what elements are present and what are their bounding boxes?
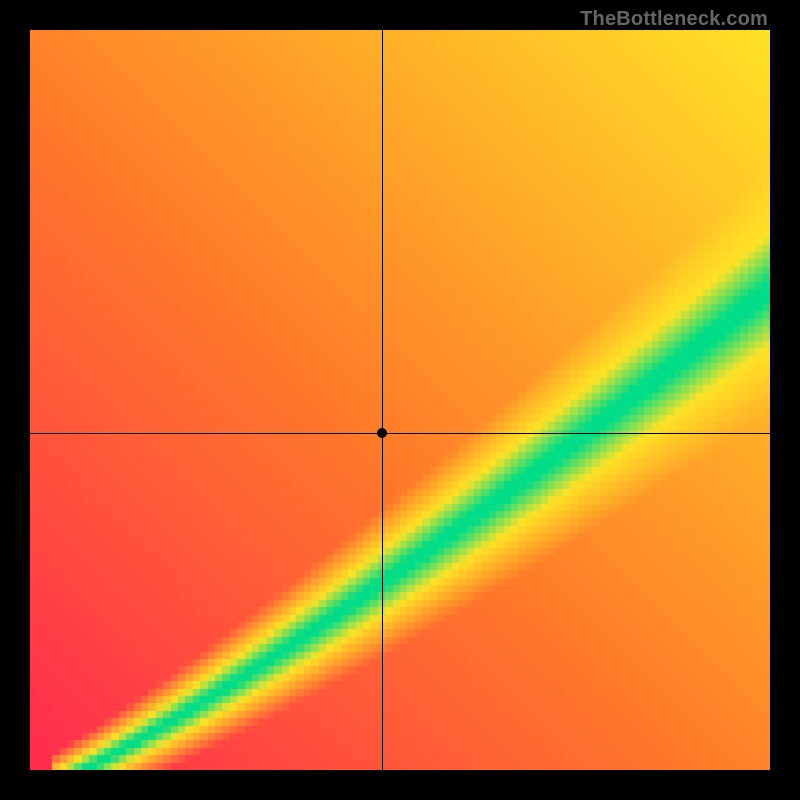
heatmap-chart xyxy=(30,30,770,770)
watermark-text: TheBottleneck.com xyxy=(580,8,768,31)
heatmap-canvas xyxy=(30,30,770,770)
